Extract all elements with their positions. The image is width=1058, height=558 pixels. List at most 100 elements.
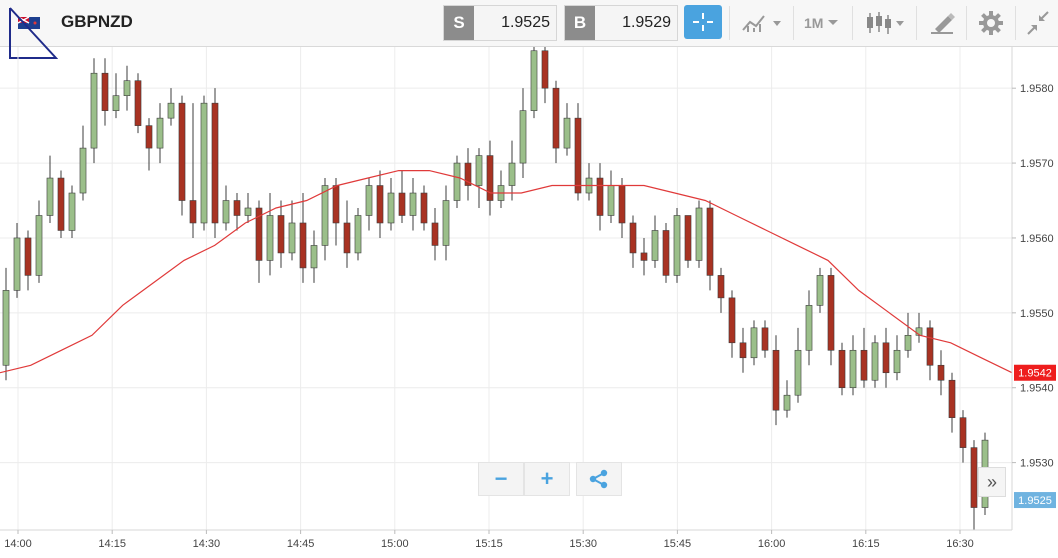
bearish-candle [189,200,197,224]
share-icon [589,469,608,489]
share-button[interactable] [576,462,622,496]
bearish-candle [552,87,560,149]
bearish-candle [772,349,780,411]
bullish-candle [123,80,131,96]
chart-type-button[interactable] [862,8,908,38]
bullish-candle [904,335,912,351]
moving-average-price-tag: 1.9542 [1014,364,1056,381]
bullish-candle [46,177,54,216]
bearish-candle [343,222,351,254]
bullish-candle [13,237,21,291]
timeframe-dropdown[interactable]: 1M [804,8,840,38]
x-tick-label: 16:00 [758,538,786,550]
candlestick-chart[interactable]: 1.9530 1.9540 1.9550 1.9560 1.9570 1.9580 1.9… [0,47,1058,558]
bearish-candle [629,222,637,254]
bearish-candle [145,125,153,149]
bearish-candle [838,349,846,389]
bearish-candle [948,379,956,418]
sell-price: 1.9525 [501,14,550,31]
chevron-down-icon [828,20,839,25]
bullish-candle [354,215,362,254]
bearish-candle [827,275,835,351]
bearish-candle [717,275,725,299]
y-tick-label: 1.9550 [1020,308,1054,320]
sell-quote-button[interactable]: S 1.9525 [443,5,557,41]
bearish-candle [662,230,670,276]
bullish-candle [112,95,120,111]
bullish-candle [244,207,252,216]
bullish-candle [695,207,703,261]
y-tick-label: 1.9570 [1020,158,1054,170]
bullish-candle [365,185,373,216]
x-tick-label: 15:15 [475,538,503,550]
settings-button[interactable] [976,8,1006,38]
collapse-button[interactable] [1024,8,1052,38]
draw-button[interactable] [927,8,957,38]
indicators-icon [742,15,781,32]
bullish-candle [849,349,857,389]
bullish-candle [68,192,76,231]
bullish-candle [288,222,296,254]
toolbar-divider [852,6,853,40]
toolbar-divider [1015,6,1016,40]
bearish-candle [640,252,648,261]
y-tick-label: 1.9540 [1020,383,1054,395]
candlestick-icon [867,12,904,34]
buy-price: 1.9529 [622,14,671,31]
bearish-candle [618,185,626,224]
bullish-candle [475,155,483,186]
bullish-candle [805,305,813,351]
bearish-candle [541,50,549,89]
bearish-candle [739,342,747,359]
zoom-out-button[interactable]: − [478,462,524,496]
bullish-candle [200,102,208,224]
bullish-candle [79,147,87,194]
buy-quote-button[interactable]: B 1.9529 [564,5,678,41]
bearish-candle [860,349,868,381]
crosshair-button[interactable] [684,5,722,39]
scroll-to-latest-button[interactable]: » [978,467,1006,497]
symbol-title[interactable]: GBPNZD [61,12,133,31]
bullish-candle [871,342,879,381]
corner-marker-icon [9,7,58,59]
bearish-candle [211,102,219,224]
bullish-candle [2,290,10,366]
bearish-candle [376,185,384,224]
bearish-candle [486,155,494,201]
x-tick-label: 16:30 [946,538,974,550]
current-price-tag: 1.9525 [1014,492,1056,509]
bullish-candle [673,215,681,276]
bullish-candle [310,245,318,269]
crosshair-icon [693,13,713,31]
draw-icon [931,13,955,34]
bullish-candle [794,349,802,396]
bullish-candle [35,215,43,276]
bearish-candle [233,200,241,216]
bullish-candle [607,185,615,216]
x-tick-label: 14:30 [193,538,221,550]
x-tick-label: 16:15 [852,538,880,550]
moving-average-price-tag-bg [1014,364,1056,381]
bearish-candle [178,102,186,201]
bearish-candle [882,342,890,374]
bearish-candle [398,192,406,216]
bearish-candle [596,177,604,216]
bullish-candle [519,110,527,164]
x-tick-label: 14:15 [98,538,126,550]
moving-average-price-tag-label: 1.9542 [1018,368,1052,380]
bearish-candle [101,72,109,111]
bearish-candle [761,327,769,351]
current-price-tag-bg [1014,492,1056,509]
bearish-candle [959,417,967,448]
bullish-candle [893,349,901,374]
buy-badge: B [565,6,595,40]
bullish-candle [266,215,274,261]
indicators-button[interactable] [740,8,784,38]
bearish-candle [431,222,439,246]
bearish-candle [299,222,307,269]
bullish-candle [442,200,450,246]
bullish-candle [651,230,659,261]
bearish-candle [728,297,736,344]
zoom-in-button[interactable]: + [524,462,570,496]
bullish-candle [90,72,98,149]
